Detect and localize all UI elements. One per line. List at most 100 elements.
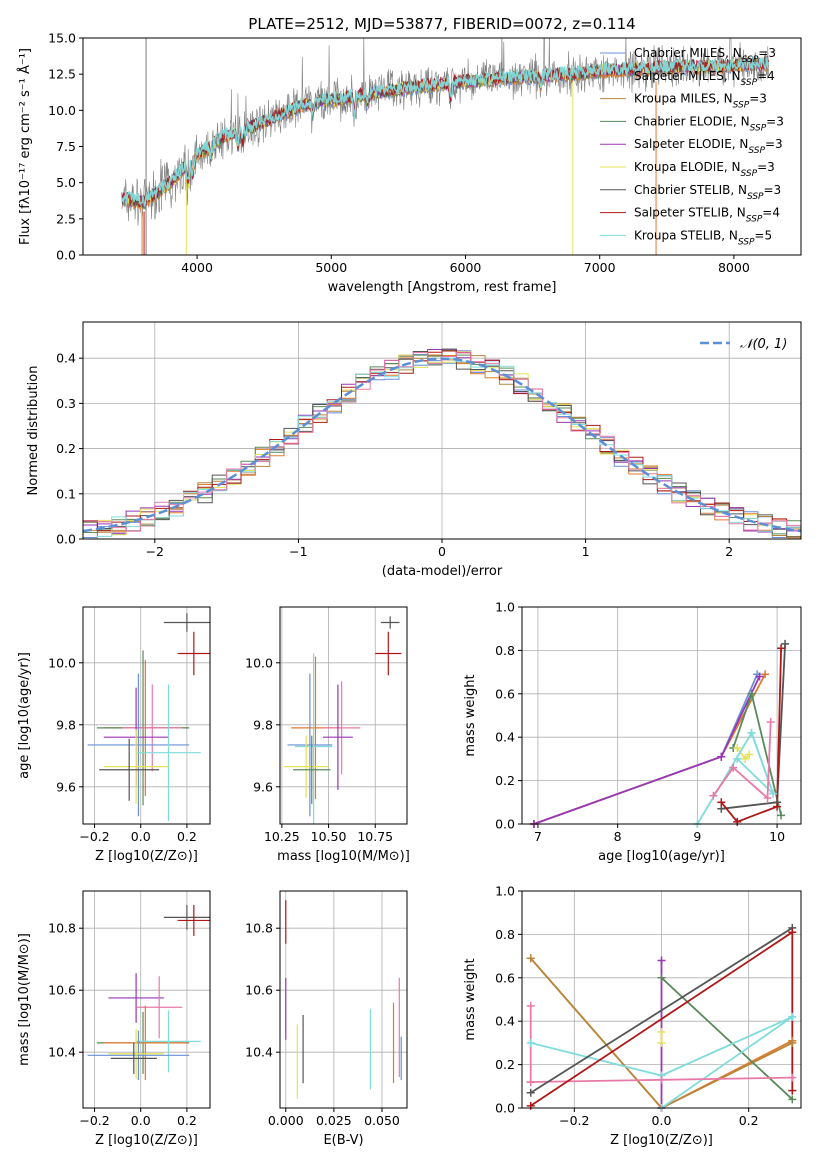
y-tick-label: 10.8 [245, 921, 273, 936]
y-tick-label: 0.8 [495, 643, 515, 658]
legend-entry: Kroupa MILES, NSSP=3 [634, 92, 767, 111]
x-tick-label: 5000 [315, 260, 347, 275]
plus-marker [781, 639, 790, 648]
x-tick-label: 0.2 [177, 829, 197, 844]
panel-1: −2 −1 0 1 2 0.0 0.1 0.2 0.3 0.4 (data-model)/error… [26, 321, 802, 579]
x-axis-label: Z [log10(Z/Z⊙)] [95, 849, 198, 864]
mass-weight-line [721, 643, 786, 810]
plus-marker [526, 954, 535, 963]
plus-marker [657, 956, 666, 965]
x-tick-label: 7000 [584, 260, 616, 275]
y-tick-label: 0.3 [56, 396, 76, 411]
y-tick-label: 10.0 [48, 655, 76, 670]
y-tick-label: 10.0 [245, 655, 273, 670]
plot-area [83, 607, 210, 824]
y-tick-label: 0.6 [495, 970, 515, 985]
legend-entry: 𝒩(0, 1) [740, 337, 787, 352]
x-tick-label: −0.2 [79, 1113, 109, 1128]
mass-weight-line [530, 927, 793, 1094]
plus-marker [761, 670, 770, 679]
plus-marker [733, 744, 742, 753]
chart-title: PLATE=2512, MJD=53877, FIBERID=0072, z=0… [248, 15, 635, 33]
plus-marker [526, 1002, 535, 1011]
x-tick-label: −2 [146, 544, 164, 559]
y-tick-label: 12.5 [48, 67, 76, 82]
axes-frame [279, 890, 408, 1109]
plus-marker [741, 754, 750, 763]
plus-marker [729, 763, 738, 772]
y-tick-label: 10.6 [48, 983, 76, 998]
y-tick-label: 1.0 [495, 884, 515, 899]
plus-marker [763, 793, 772, 802]
mass-weight-line [660, 1016, 793, 1108]
x-tick-label: 6000 [450, 260, 482, 275]
mass-weight-line [712, 721, 772, 800]
x-tick-label: 0.0 [652, 1113, 672, 1128]
legend-count: =3 [765, 137, 783, 151]
x-tick-label: 0.2 [177, 1113, 197, 1128]
legend-count: =3 [764, 183, 782, 197]
x-axis-label: wavelength [Angstrom, rest frame] [328, 280, 557, 295]
plus-marker [745, 750, 754, 759]
panel-5: −0.2 0.0 0.2 10.4 10.6 10.8 Z [log10(Z/Z⊙)] mas… [17, 890, 211, 1148]
plus-marker [788, 1095, 797, 1104]
mass-weight-line [720, 648, 782, 823]
plus-marker [766, 718, 775, 727]
plus-marker [526, 1077, 535, 1086]
legend-subscript: SSP [746, 215, 763, 225]
plus-marker [747, 728, 756, 737]
legend-subscript: SSP [738, 237, 755, 247]
y-axis-label: age [log10(age/yr)] [17, 652, 32, 779]
plus-marker [657, 1028, 666, 1037]
mass-weight-line [660, 977, 793, 1100]
x-axis-label: (data-model)/error [382, 564, 503, 579]
x-tick-label: 0.050 [364, 1113, 400, 1128]
y-tick-label: 10.0 [48, 103, 76, 118]
panel-0: 4000 5000 6000 7000 8000 0.0 2.5 5.0 7.5 10.0 12.5… [17, 15, 802, 295]
x-tick-label: 0.025 [316, 1113, 352, 1128]
plus-marker [755, 672, 764, 681]
y-tick-label: 10.6 [245, 983, 273, 998]
legend-count: =3 [766, 114, 784, 128]
plus-marker [717, 798, 726, 807]
x-tick-label: 0.2 [739, 1113, 759, 1128]
y-axis-label: Flux [fλ10⁻¹⁷ erg cm⁻² s⁻¹ Å⁻¹] [17, 48, 33, 245]
plus-marker [657, 973, 666, 982]
x-tick-label: 8000 [718, 260, 750, 275]
y-axis-label: Normed distribution [26, 366, 41, 496]
plus-marker [788, 1086, 797, 1095]
legend-count: =3 [749, 92, 767, 106]
x-tick-label: −0.2 [559, 1113, 589, 1128]
x-tick-label: 9 [693, 829, 701, 844]
y-axis-label: mass weight [463, 674, 478, 756]
panel-7: −0.2 0.0 0.2 0.0 0.2 0.4 0.6 0.8 1.0 Z [log10(Z/Z… [463, 884, 802, 1148]
y-tick-label: 0.4 [495, 730, 515, 745]
plus-marker [773, 802, 782, 811]
y-tick-label: 9.8 [253, 717, 273, 732]
x-tick-label: 0.0 [131, 1113, 151, 1128]
plus-marker [777, 644, 786, 653]
panel-6: 0.000 0.025 0.050 10.4 10.6 10.8 E(B-V) [245, 890, 408, 1148]
plus-marker [709, 791, 718, 800]
legend-subscript: SSP [750, 123, 767, 133]
model-spectrum-line [121, 56, 770, 207]
legend-subscript: SSP [747, 192, 764, 202]
panel-2: −0.2 0.0 0.2 9.6 9.8 10.0 Z [log10(Z/Z⊙)] age [… [17, 606, 211, 864]
y-tick-label: 7.5 [56, 139, 76, 154]
plus-marker [747, 689, 756, 698]
axes-frame [521, 606, 802, 825]
axes-frame [521, 890, 802, 1109]
mass-weight-line [533, 673, 759, 824]
x-tick-label: 10.50 [311, 829, 347, 844]
x-tick-label: 10.25 [264, 829, 300, 844]
x-tick-label: −0.2 [79, 829, 109, 844]
panel-3: 10.25 10.50 10.75 9.6 9.8 10.0 mass [log10(M/M… [245, 606, 410, 864]
y-tick-label: 9.8 [56, 717, 76, 732]
y-tick-label: 0.1 [56, 486, 76, 501]
plus-marker [788, 1073, 797, 1082]
x-tick-label: 0.000 [268, 1113, 304, 1128]
legend-count: =3 [758, 46, 776, 60]
y-tick-label: 9.6 [56, 779, 76, 794]
y-tick-label: 10.8 [48, 921, 76, 936]
plus-marker [769, 789, 778, 798]
